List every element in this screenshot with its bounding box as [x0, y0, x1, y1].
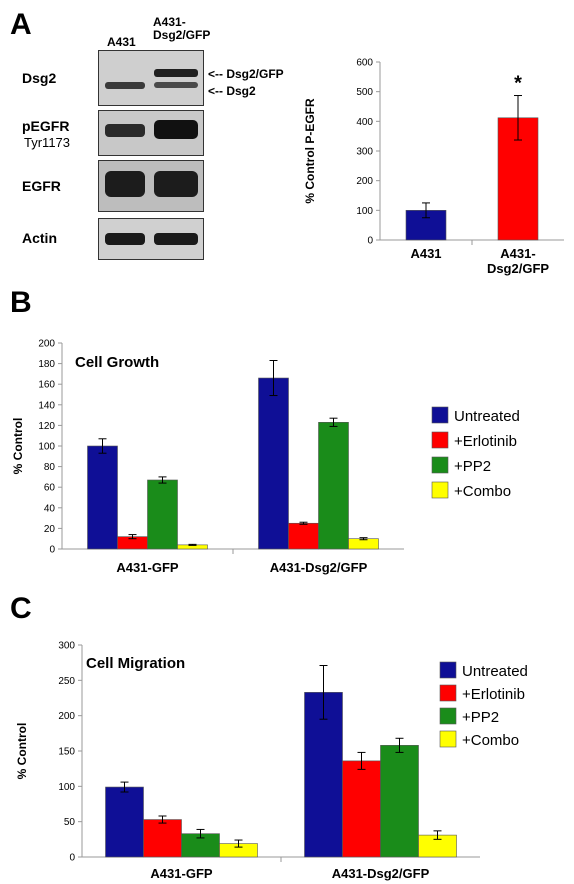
blot-strip-pegfr	[98, 110, 204, 156]
y-tick-label: 0	[367, 236, 373, 247]
significance-marker: *	[514, 73, 522, 95]
y-tick-label: 200	[356, 176, 373, 187]
x-category-label: A431-Dsg2/GFP	[332, 866, 430, 881]
band	[105, 82, 145, 89]
y-tick-label: 300	[356, 147, 373, 158]
blot-row-label-dsg2: Dsg2	[22, 70, 57, 86]
legend-label: +PP2	[462, 709, 499, 726]
chart-title: Cell Migration	[86, 655, 185, 672]
y-tick-label: 200	[58, 711, 75, 722]
panel-letter-a: A	[10, 8, 32, 41]
y-tick-label: 40	[44, 503, 56, 514]
blot-strip-actin	[98, 218, 204, 260]
legend-label: +PP2	[454, 458, 491, 475]
band	[154, 120, 198, 139]
arrow-label-dsg2: <-- Dsg2	[208, 84, 256, 98]
x-category-label: A431-	[500, 246, 535, 261]
legend-label: +Erlotinib	[454, 433, 517, 450]
bar	[380, 745, 419, 858]
y-tick-label: 600	[356, 58, 373, 69]
legend-swatch	[431, 456, 449, 474]
legend-label: +Erlotinib	[462, 686, 525, 703]
y-tick-label: 50	[64, 817, 76, 828]
legend-swatch	[431, 406, 449, 424]
y-tick-label: 20	[44, 524, 56, 535]
blot-row-label-actin: Actin	[22, 230, 57, 246]
chart-cell-growth: 0 20 40 60 80 100 120 140 160 180 200 % Control Cell…	[11, 339, 520, 576]
legend-label: +Combo	[454, 483, 511, 500]
y-tick-label: 250	[58, 676, 75, 687]
legend-swatch	[431, 481, 449, 499]
y-axis-label: % Control	[11, 418, 25, 475]
y-tick-label: 200	[38, 339, 55, 350]
band	[105, 171, 145, 197]
blot-row-label-pegfr: pEGFR	[22, 118, 70, 134]
blot-strip-egfr	[98, 160, 204, 212]
blot-strip-dsg2	[98, 50, 204, 106]
y-tick-label: 100	[356, 206, 373, 217]
bar	[318, 422, 349, 550]
chart-pegfr: 0 100 200 300 400 500 600 % Control P-EGFR A431 A…	[303, 58, 564, 276]
band	[154, 233, 198, 245]
blot-row-sublabel-tyr1173: Tyr1173	[24, 135, 71, 150]
bar	[105, 786, 144, 858]
legend-label: Untreated	[454, 408, 520, 425]
y-tick-label: 140	[38, 400, 55, 411]
y-tick-label: 60	[44, 483, 56, 494]
y-axis-label: % Control P-EGFR	[303, 98, 317, 204]
y-axis-label: % Control	[15, 723, 29, 780]
x-category-label: A431-Dsg2/GFP	[270, 560, 368, 575]
x-category-label: Dsg2/GFP	[487, 261, 549, 276]
panel-letter-b: B	[10, 286, 32, 319]
y-tick-label: 300	[58, 641, 75, 652]
bar	[348, 538, 379, 550]
y-tick-label: 100	[38, 442, 55, 453]
blot-row-label-egfr: EGFR	[22, 178, 61, 194]
x-category-label: A431-GFP	[150, 866, 212, 881]
band	[154, 171, 198, 197]
arrow-label-dsg2-gfp: <-- Dsg2/GFP	[208, 67, 284, 81]
y-tick-label: 0	[69, 853, 75, 864]
y-tick-label: 100	[58, 782, 75, 793]
legend-label: +Combo	[462, 732, 519, 749]
y-tick-label: 120	[38, 421, 55, 432]
y-tick-label: 500	[356, 87, 373, 98]
band	[154, 69, 198, 77]
legend-swatch	[439, 707, 457, 725]
lane-label-1: A431	[107, 35, 136, 49]
chart-title: Cell Growth	[75, 354, 159, 371]
band	[105, 124, 145, 137]
legend-label: Untreated	[462, 663, 528, 680]
bar	[258, 377, 289, 550]
y-tick-label: 80	[44, 462, 56, 473]
y-tick-label: 180	[38, 359, 55, 370]
bar	[342, 760, 381, 858]
band	[154, 82, 198, 88]
legend-swatch	[439, 684, 457, 702]
y-tick-label: 150	[58, 747, 75, 758]
bar	[143, 819, 182, 858]
y-tick-label: 160	[38, 380, 55, 391]
bar	[288, 522, 319, 550]
y-tick-label: 400	[356, 117, 373, 128]
legend-swatch	[431, 431, 449, 449]
bar	[147, 479, 178, 550]
panel-letter-c: C	[10, 592, 32, 625]
western-blot: A431 A431- Dsg2/GFP Dsg2 pEGFR Tyr1173 E…	[0, 0, 300, 265]
y-tick-label: 0	[49, 545, 55, 556]
band	[105, 233, 145, 245]
chart-cell-migration: 0 50 100 150 200 250 300 % Control Cell Migratio…	[15, 641, 528, 882]
x-category-label: A431-GFP	[116, 560, 178, 575]
lane-label-2: A431- Dsg2/GFP	[153, 15, 211, 42]
bar	[87, 445, 118, 550]
x-category-label: A431	[410, 246, 441, 261]
legend-swatch	[439, 661, 457, 679]
legend-swatch	[439, 730, 457, 748]
